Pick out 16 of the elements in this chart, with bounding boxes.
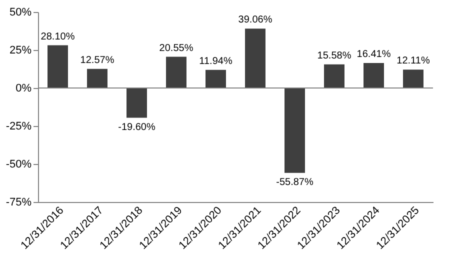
- y-tick-label: -50%: [6, 158, 32, 170]
- y-tick-label: 50%: [9, 6, 32, 18]
- data-label: 12.57%: [80, 54, 114, 66]
- data-label: 16.41%: [356, 49, 391, 60]
- y-tick-label: -25%: [6, 120, 32, 132]
- data-label: 39.06%: [238, 14, 272, 26]
- data-label: -55.87%: [276, 176, 314, 188]
- y-tick-label: 25%: [9, 44, 32, 56]
- data-label: 12.11%: [396, 56, 430, 67]
- data-label: 15.58%: [317, 50, 352, 62]
- y-tick-label: -75%: [6, 196, 32, 208]
- data-label: 28.10%: [40, 31, 75, 42]
- y-tick-label: 0%: [16, 82, 32, 94]
- data-label: 11.94%: [199, 56, 232, 67]
- data-label: -19.60%: [118, 122, 156, 133]
- data-label: 20.55%: [159, 42, 194, 54]
